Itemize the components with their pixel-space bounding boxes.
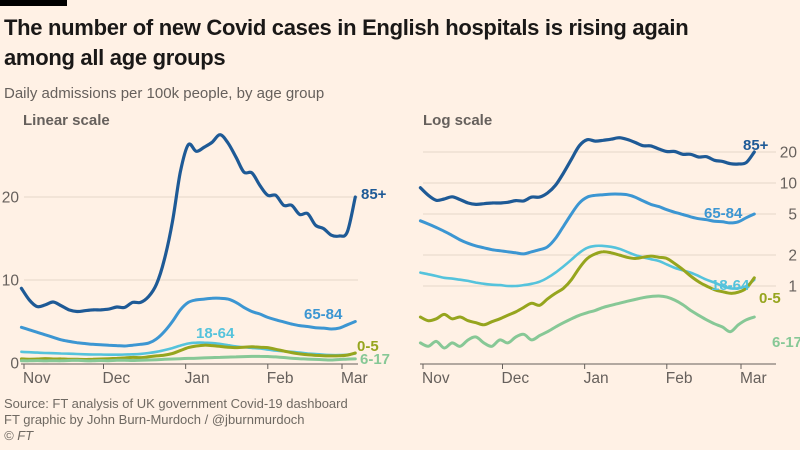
series-line-linear-65-84: [19, 296, 357, 348]
chart-subtitle: Daily admissions per 100k people, by age…: [4, 85, 325, 102]
page-title-line-2: among all age groups: [4, 45, 226, 70]
series-line-log-65-84: [418, 192, 756, 256]
series-label-linear-6-17: 6-17: [360, 351, 390, 368]
footer: Source: FT analysis of UK government Cov…: [4, 396, 348, 444]
month-label-linear-Dec: Dec: [103, 370, 131, 387]
month-label-log-Nov: Nov: [422, 370, 450, 387]
source-line: Source: FT analysis of UK government Cov…: [4, 396, 348, 411]
series-line-log-6-17: [418, 294, 756, 350]
page-title-line-1: The number of new Covid cases in English…: [4, 15, 689, 40]
series-label-log-65-84: 65-84: [704, 205, 743, 222]
series-label-log-6-17: 6-17: [772, 334, 800, 351]
y-tick-label-linear-0: 0: [10, 356, 19, 373]
copyright-ft: © FT: [4, 428, 34, 443]
month-label-log-Jan: Jan: [584, 370, 609, 387]
log-scale-label: Log scale: [423, 112, 493, 129]
month-label-linear-Jan: Jan: [185, 370, 210, 387]
series-label-log-18-64: 18-64: [711, 277, 750, 294]
y-tick-label-linear-10: 10: [2, 273, 20, 290]
linear-scale-label: Linear scale: [23, 112, 110, 129]
y-tick-label-log-10: 10: [780, 176, 798, 193]
month-label-linear-Nov: Nov: [23, 370, 51, 387]
series-label-linear-0-5: 0-5: [357, 338, 379, 355]
credit-line: FT graphic by John Burn-Murdoch / @jburn…: [4, 411, 305, 427]
month-label-log-Mar: Mar: [740, 370, 767, 387]
series-label-linear-65-84: 65-84: [304, 306, 343, 323]
series-line-linear-85+: [19, 133, 357, 314]
series-label-log-85+: 85+: [743, 137, 769, 154]
month-label-linear-Mar: Mar: [341, 370, 368, 387]
y-tick-label-log-20: 20: [780, 144, 798, 161]
y-tick-label-log-1: 1: [788, 279, 797, 296]
series-label-linear-18-64: 18-64: [196, 325, 235, 342]
y-tick-label-linear-20: 20: [2, 190, 20, 207]
series-line-log-0-5: [418, 250, 756, 327]
month-label-linear-Feb: Feb: [267, 370, 294, 387]
series-line-linear-6-17: [19, 354, 357, 363]
series-label-linear-85+: 85+: [361, 186, 387, 203]
series-label-log-0-5: 0-5: [759, 290, 781, 307]
y-tick-label-log-2: 2: [788, 247, 797, 264]
series-line-log-85+: [418, 136, 756, 207]
y-tick-label-log-5: 5: [788, 207, 797, 224]
page-title: The number of new Covid cases in English…: [4, 13, 689, 73]
month-label-log-Feb: Feb: [666, 370, 693, 387]
series-line-log-18-64: [419, 244, 756, 290]
ft-brand-bar: [0, 0, 67, 6]
month-label-log-Dec: Dec: [502, 370, 530, 387]
